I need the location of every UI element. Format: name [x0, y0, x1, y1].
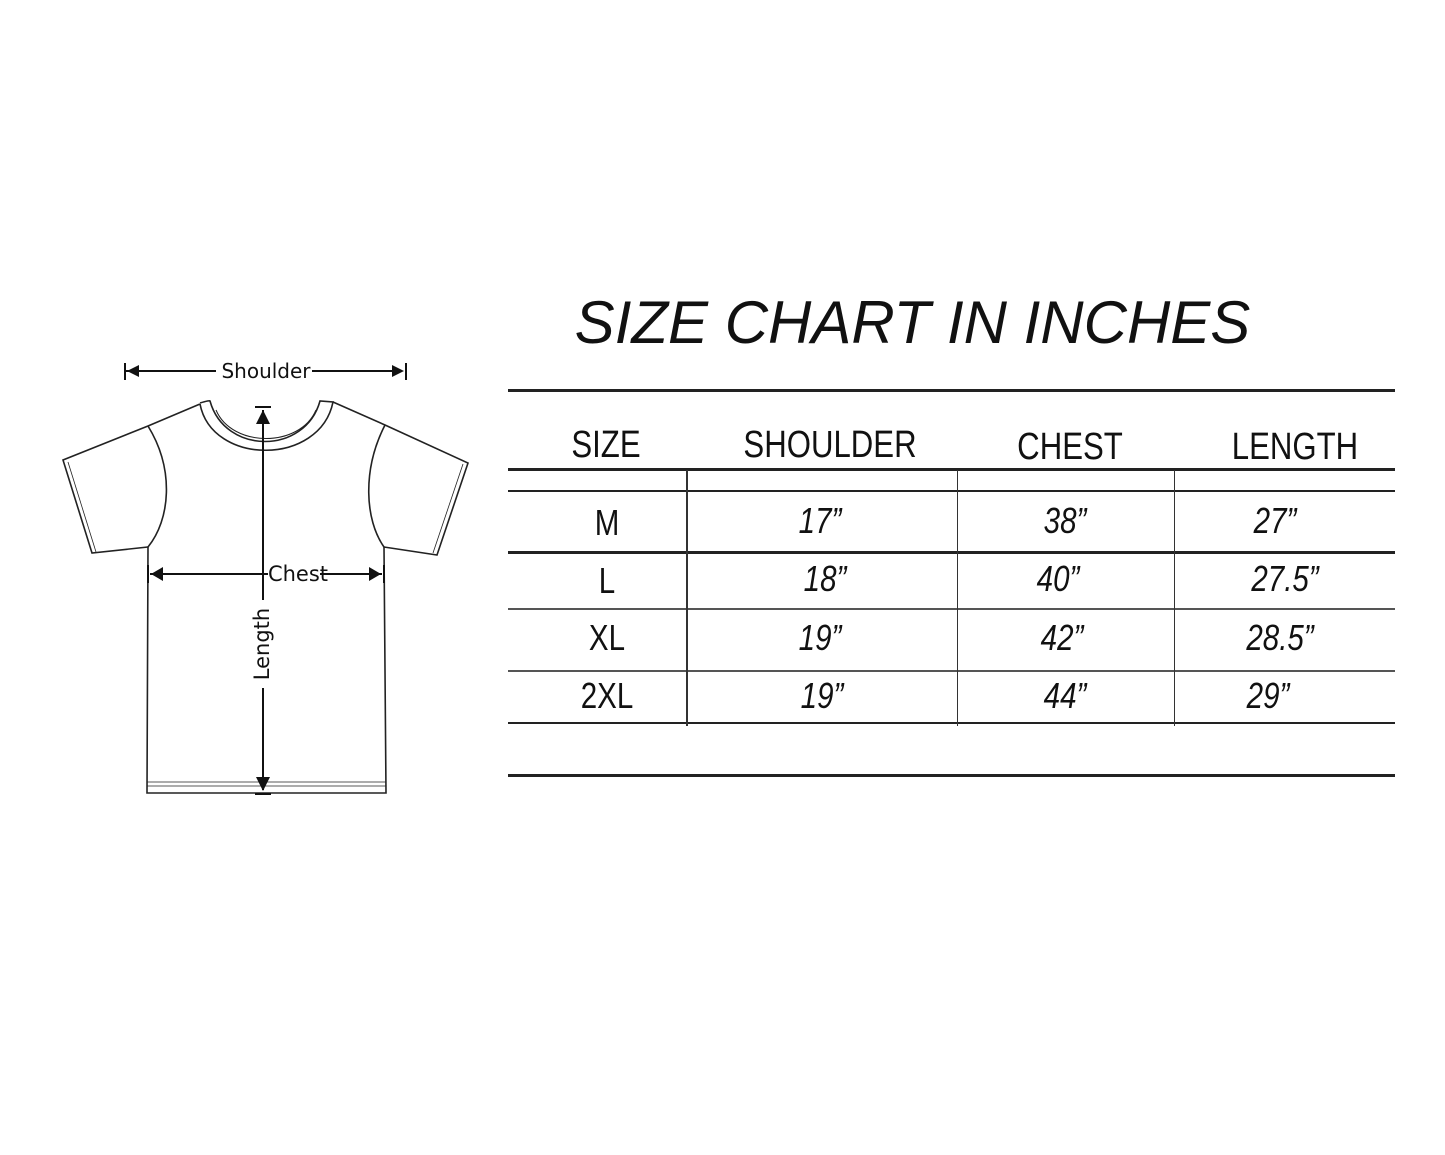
- length-cell: 28.5”: [1246, 617, 1314, 658]
- size-cell: L: [598, 560, 616, 601]
- table-rule: [508, 722, 1395, 724]
- chest-cell: 40”: [1036, 558, 1080, 599]
- shoulder-cell: 18”: [803, 558, 847, 599]
- header-size: SIZE: [571, 424, 641, 466]
- size-cell: 2XL: [580, 675, 634, 716]
- shoulder-cell: 19”: [800, 675, 844, 716]
- tshirt-outline: [62, 399, 469, 794]
- header-chest: CHEST: [1017, 426, 1123, 468]
- tshirt-diagram: Shoulder Chest Length: [62, 359, 469, 795]
- chest-cell: 38”: [1043, 500, 1087, 541]
- length-cell: 27”: [1253, 500, 1297, 541]
- chart-title: SIZE CHART IN INCHES: [574, 289, 1251, 356]
- chest-cell: 42”: [1040, 617, 1084, 658]
- shoulder-cell: 19”: [798, 617, 842, 658]
- length-cell: 29”: [1246, 675, 1290, 716]
- header-length: LENGTH: [1231, 426, 1359, 468]
- table-rule: [508, 389, 1395, 392]
- table-rule: [508, 468, 1395, 471]
- table-rule: [508, 670, 1395, 672]
- shoulder-cell: 17”: [798, 500, 842, 541]
- table-rule: [508, 608, 1395, 610]
- length-measure-arrow: [255, 406, 271, 795]
- chest-cell: 44”: [1043, 675, 1087, 716]
- length-cell: 27.5”: [1251, 558, 1319, 599]
- size-cell: M: [594, 502, 620, 543]
- shoulder-measure-arrow: [124, 363, 407, 380]
- chest-label: Chest: [268, 562, 328, 586]
- column-divider: [957, 470, 958, 726]
- table-rule: [508, 774, 1395, 777]
- table-rule: [508, 551, 1395, 554]
- column-divider: [686, 470, 688, 726]
- length-label: Length: [250, 608, 274, 680]
- size-cell: XL: [588, 617, 626, 658]
- chest-measure-arrow: [147, 565, 385, 583]
- table-rule: [508, 490, 1395, 492]
- column-divider: [1174, 470, 1175, 726]
- header-shoulder: SHOULDER: [743, 424, 917, 466]
- shoulder-label: Shoulder: [221, 359, 311, 383]
